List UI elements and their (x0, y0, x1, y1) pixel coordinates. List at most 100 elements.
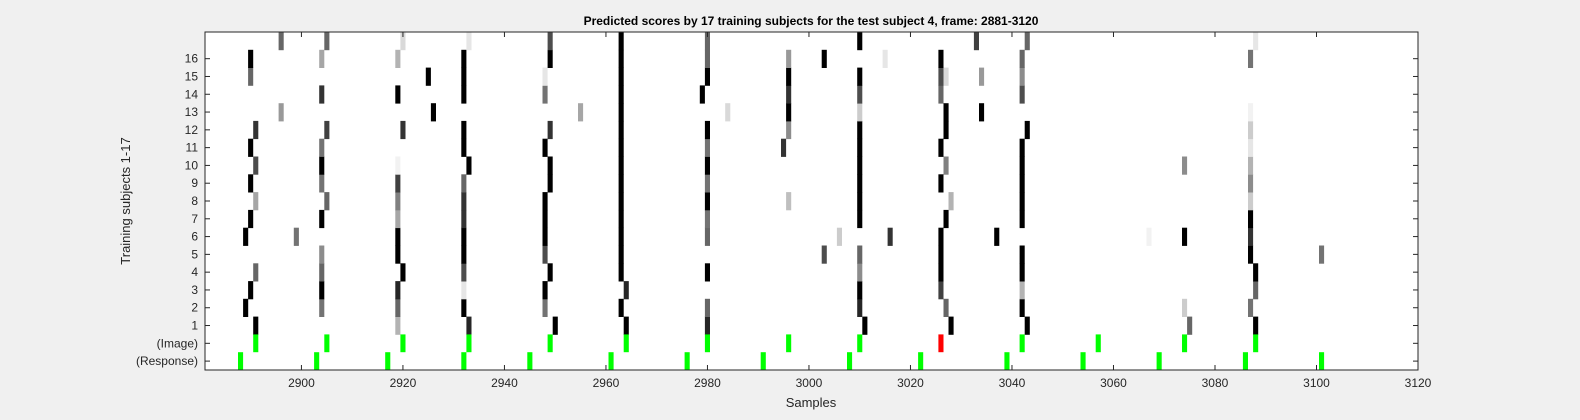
score-cell-subject-9 (857, 174, 863, 193)
x-tick-label: 2900 (288, 376, 315, 390)
score-cell-subject-8 (618, 192, 624, 211)
score-cell-subject-16 (461, 49, 467, 68)
score-cell-subject-6 (618, 227, 624, 246)
score-cell-subject-10 (1248, 156, 1254, 175)
score-cell-subject-6 (395, 227, 401, 246)
response-marker (314, 352, 320, 370)
score-cell-subject-12 (400, 120, 406, 140)
x-tick-label: 2920 (390, 376, 417, 390)
score-cell-subject-12 (618, 120, 624, 140)
score-cell-subject-15 (704, 67, 710, 86)
response-marker (461, 352, 467, 370)
x-tick-label: 3060 (1100, 376, 1127, 390)
score-cell-subject-10 (857, 156, 863, 175)
score-cell-subject-7 (857, 209, 863, 229)
score-cell-subject-2 (1182, 298, 1188, 317)
score-cell-subject-2 (461, 298, 467, 317)
score-cell-subject-17 (400, 32, 406, 51)
score-cell-subject-15 (248, 67, 254, 86)
score-cell-subject-5 (461, 245, 467, 264)
y-tick-label: 12 (185, 123, 199, 137)
y-tick-label: 4 (191, 265, 198, 279)
score-cell-subject-12 (943, 120, 949, 140)
score-cell-subject-17 (973, 32, 979, 51)
score-cell-subject-14 (618, 85, 624, 104)
y-tick-label: 7 (191, 212, 198, 226)
score-cell-subject-16 (395, 49, 401, 68)
score-cell-subject-17 (618, 32, 624, 51)
score-cell-subject-13 (618, 103, 624, 122)
score-cell-subject-17 (547, 32, 553, 51)
score-cell-subject-8 (461, 192, 467, 211)
score-cell-subject-10 (253, 156, 259, 175)
score-cell-subject-12 (1024, 120, 1030, 140)
score-cell-subject-14 (461, 85, 467, 104)
score-cell-subject-4 (547, 263, 553, 282)
response-marker (847, 352, 853, 370)
score-cell-subject-13 (786, 103, 792, 122)
score-cell-subject-15 (786, 67, 792, 86)
score-cell-subject-4 (618, 263, 624, 282)
score-cell-subject-12 (461, 120, 467, 140)
score-cell-subject-13 (278, 103, 284, 122)
score-cell-subject-14 (542, 85, 548, 104)
score-cell-subject-2 (857, 298, 863, 317)
score-cell-subject-14 (395, 85, 401, 104)
x-tick-label: 3040 (999, 376, 1026, 390)
x-tick-label: 2980 (694, 376, 721, 390)
score-cell-subject-9 (547, 174, 553, 193)
score-cell-subject-5 (319, 245, 325, 264)
x-tick-label: 3100 (1303, 376, 1330, 390)
score-cell-subject-16 (882, 49, 888, 68)
image-marker (1095, 334, 1101, 353)
score-cell-subject-8 (857, 192, 863, 211)
chart-title: Predicted scores by 17 training subjects… (584, 14, 1039, 28)
score-cell-subject-9 (319, 174, 325, 193)
score-cell-subject-4 (1019, 263, 1025, 282)
response-marker (1080, 352, 1086, 370)
score-cell-subject-16 (248, 49, 254, 68)
score-cell-subject-9 (1019, 174, 1025, 193)
score-cell-subject-11 (1019, 138, 1025, 157)
score-cell-subject-6 (1146, 227, 1152, 246)
score-cell-subject-8 (704, 192, 710, 211)
score-cell-subject-2 (943, 298, 949, 317)
score-cell-subject-11 (704, 138, 710, 157)
score-cell-subject-10 (547, 156, 553, 175)
score-cell-subject-3 (1253, 281, 1259, 300)
score-cell-subject-5 (1019, 245, 1025, 264)
response-marker (1156, 352, 1162, 370)
score-cell-subject-3 (395, 281, 401, 300)
score-cell-subject-14 (1019, 85, 1025, 104)
score-cell-subject-4 (857, 263, 863, 282)
x-tick-label: 2960 (593, 376, 620, 390)
image-marker (1253, 334, 1259, 353)
score-cell-subject-4 (1253, 263, 1259, 282)
score-cell-subject-5 (618, 245, 624, 264)
score-cell-subject-15 (618, 67, 624, 86)
score-cell-subject-15 (1019, 67, 1025, 86)
score-cell-subject-14 (786, 85, 792, 104)
score-cell-subject-9 (938, 174, 944, 193)
score-cell-subject-10 (704, 156, 710, 175)
score-cell-subject-16 (786, 49, 792, 68)
score-cell-subject-5 (821, 245, 827, 264)
heatmap-cells (238, 32, 1325, 370)
score-cell-subject-7 (248, 209, 254, 229)
score-cell-subject-1 (862, 316, 868, 335)
score-cell-subject-15 (425, 67, 431, 86)
y-tick-label: 15 (185, 69, 199, 83)
response-marker (608, 352, 614, 370)
score-cell-subject-13 (725, 103, 731, 122)
y-tick-label: 2 (191, 301, 198, 315)
score-cell-subject-6 (938, 227, 944, 246)
y-tick-label: 16 (185, 52, 199, 66)
score-cell-subject-3 (1019, 281, 1025, 300)
score-cell-subject-6 (243, 227, 249, 246)
score-cell-subject-1 (623, 316, 629, 335)
score-cell-subject-10 (943, 156, 949, 175)
y-tick-label: 3 (191, 283, 198, 297)
score-cell-subject-11 (618, 138, 624, 157)
score-cell-subject-12 (253, 120, 259, 140)
